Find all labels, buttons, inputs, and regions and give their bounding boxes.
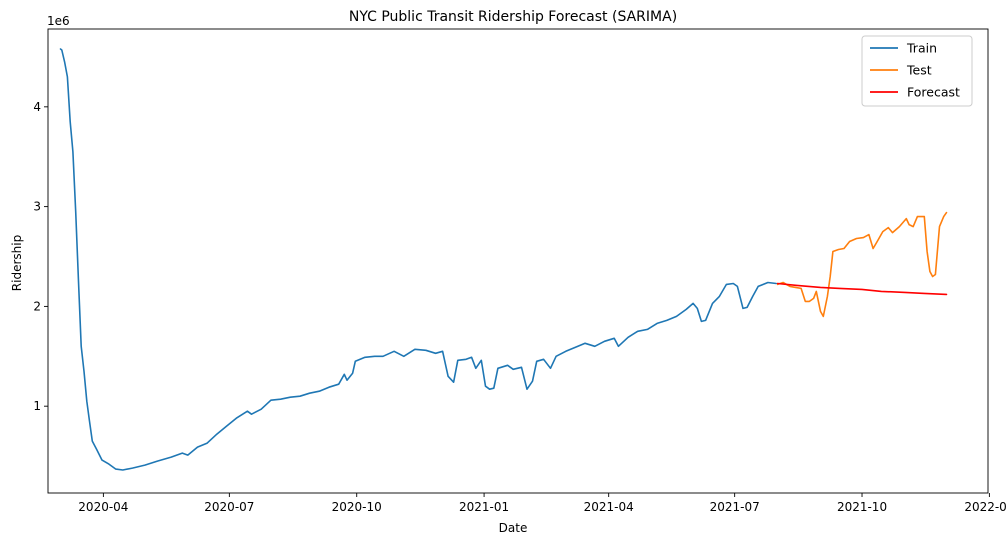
x-tick-label: 2021-04 bbox=[584, 500, 634, 514]
axes-frame bbox=[47, 28, 989, 494]
x-axis-label: Date bbox=[499, 521, 528, 535]
y-offset-label: 1e6 bbox=[47, 14, 70, 28]
series-line-forecast bbox=[776, 282, 948, 296]
x-tick-label: 2021-10 bbox=[837, 500, 887, 514]
y-tick-label: 1 bbox=[33, 399, 41, 413]
legend-label-test: Test bbox=[906, 63, 932, 78]
legend-box bbox=[861, 35, 973, 107]
legend-label-train: Train bbox=[906, 41, 937, 56]
x-tick-label: 2020-04 bbox=[78, 500, 128, 514]
x-tick-label: 2020-07 bbox=[204, 500, 254, 514]
series-line-train bbox=[59, 48, 778, 471]
y-tick-label: 3 bbox=[33, 200, 41, 214]
x-tick-label: 2021-01 bbox=[459, 500, 509, 514]
y-axis-label: Ridership bbox=[10, 235, 24, 291]
legend: Train Test Forecast bbox=[861, 35, 973, 107]
chart-title: NYC Public Transit Ridership Forecast (S… bbox=[349, 9, 677, 25]
x-tick-label: 2022-01 bbox=[964, 500, 1007, 514]
y-tick-label: 4 bbox=[33, 100, 41, 114]
x-tick-label: 2021-07 bbox=[710, 500, 760, 514]
plot-area: 2020-04 2020-07 2020-10 2021-01 2021-04 2021-… bbox=[33, 28, 1007, 514]
y-tick-label: 2 bbox=[33, 299, 41, 313]
legend-label-forecast: Forecast bbox=[907, 85, 960, 100]
series-line-test bbox=[776, 211, 948, 318]
x-tick-label: 2020-10 bbox=[332, 500, 382, 514]
